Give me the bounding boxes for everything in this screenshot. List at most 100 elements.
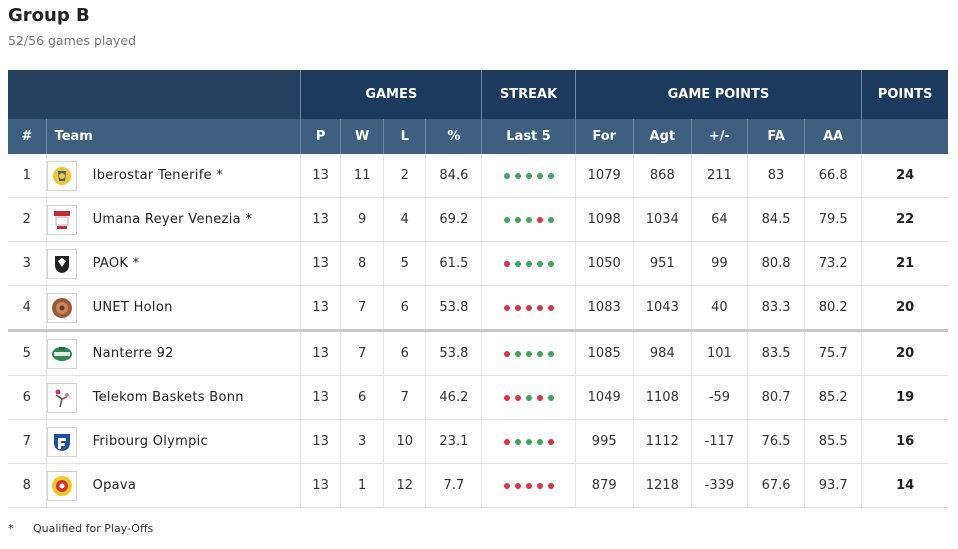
win-dot <box>536 439 543 445</box>
diff-cell: 211 <box>691 154 748 198</box>
streak-dots <box>503 483 554 489</box>
streak-dots <box>503 351 554 357</box>
loss-dot <box>503 395 510 401</box>
agt-cell: 868 <box>633 154 692 198</box>
pct-cell: 7.7 <box>425 463 483 508</box>
loss-dot <box>503 351 510 357</box>
group-header-game-points: GAME POINTS <box>574 70 862 119</box>
for-cell: 1085 <box>575 330 634 376</box>
table-row[interactable]: 5 Nanterre 92 13 7 6 53.8 1085 984 101 83.5 75.7 20 <box>8 330 948 376</box>
loss-dot <box>514 395 521 401</box>
aa-cell: 85.5 <box>804 419 863 464</box>
col-fa[interactable]: FA <box>747 119 806 154</box>
col-points[interactable] <box>861 119 948 154</box>
streak-dots <box>503 217 554 223</box>
team-name-link[interactable]: Iberostar Tenerife * <box>92 168 224 183</box>
streak-cell <box>481 419 576 464</box>
pct-cell: 84.6 <box>425 154 483 198</box>
col-agt[interactable]: Agt <box>633 119 692 154</box>
venezia-logo <box>46 204 77 235</box>
col-l[interactable]: L <box>383 119 427 154</box>
tenerife-logo <box>46 160 77 191</box>
table-row[interactable]: 3 PAOK * 13 8 5 61.5 1050 951 99 80.8 73.2 21 <box>8 241 948 286</box>
fa-cell: 67.6 <box>747 463 806 508</box>
team-cell[interactable]: Opava <box>46 463 302 508</box>
rank-cell: 2 <box>8 197 47 242</box>
losses-cell: 5 <box>383 241 427 286</box>
win-dot <box>525 395 532 401</box>
team-name-link[interactable]: UNET Holon <box>92 300 173 315</box>
header-blank <box>8 70 301 119</box>
win-dot <box>547 261 554 267</box>
team-name-link[interactable]: Nanterre 92 <box>92 346 174 361</box>
col-w[interactable]: W <box>340 119 385 154</box>
table-row[interactable]: 4 UNET Holon 13 7 6 53.8 1083 1043 40 83.3 80.2 20 <box>8 285 948 332</box>
losses-cell: 2 <box>383 154 427 198</box>
played-cell: 13 <box>300 330 342 376</box>
win-dot <box>547 351 554 357</box>
streak-cell <box>481 197 576 242</box>
streak-dots <box>503 261 554 267</box>
col-diff[interactable]: +/- <box>691 119 748 154</box>
col-for[interactable]: For <box>575 119 634 154</box>
team-cell[interactable]: PAOK * <box>46 241 302 286</box>
team-cell[interactable]: Telekom Baskets Bonn <box>46 375 302 420</box>
rank-cell: 6 <box>8 375 47 420</box>
pct-cell: 69.2 <box>425 197 483 242</box>
aa-cell: 75.7 <box>804 330 863 376</box>
team-cell[interactable]: Fribourg Olympic <box>46 419 302 464</box>
table-row[interactable]: 1 Iberostar Tenerife * 13 11 2 84.6 1079 868 211… <box>8 154 948 198</box>
team-name-link[interactable]: Fribourg Olympic <box>92 434 209 449</box>
col-rank[interactable]: # <box>8 119 47 154</box>
table-row[interactable]: 7 Fribourg Olympic 13 3 10 23.1 995 1112 -117 76.… <box>8 419 948 464</box>
loss-dot <box>503 305 510 311</box>
streak-dots <box>503 173 554 179</box>
holon-logo <box>46 292 77 323</box>
col-p[interactable]: P <box>300 119 342 154</box>
col-pct[interactable]: % <box>425 119 483 154</box>
team-name-link[interactable]: Opava <box>92 478 137 493</box>
wins-cell: 11 <box>340 154 385 198</box>
played-cell: 13 <box>300 154 342 198</box>
agt-cell: 1034 <box>633 197 692 242</box>
loss-dot <box>503 483 510 489</box>
table-row[interactable]: 2 Umana Reyer Venezia * 13 9 4 69.2 1098 1034 64… <box>8 197 948 242</box>
losses-cell: 7 <box>383 375 427 420</box>
wins-cell: 9 <box>340 197 385 242</box>
streak-dots <box>503 439 554 445</box>
table-row[interactable]: 6 Telekom Baskets Bonn 13 6 7 46.2 1049 1108 -59… <box>8 375 948 420</box>
rank-cell: 3 <box>8 241 47 286</box>
win-dot <box>547 173 554 179</box>
diff-cell: -117 <box>691 419 748 464</box>
col-aa[interactable]: AA <box>804 119 863 154</box>
table-row[interactable]: 8 Opava 13 1 12 7.7 879 1218 -339 67.6 93.7 14 <box>8 463 948 508</box>
team-cell[interactable]: Iberostar Tenerife * <box>46 154 302 198</box>
win-dot <box>547 217 554 223</box>
win-dot <box>514 173 521 179</box>
group-header-games: GAMES <box>300 70 482 119</box>
points-cell: 21 <box>861 241 948 286</box>
win-dot <box>525 173 532 179</box>
pct-cell: 46.2 <box>425 375 483 420</box>
streak-cell <box>481 154 576 198</box>
fa-cell: 84.5 <box>747 197 806 242</box>
team-name-link[interactable]: Umana Reyer Venezia * <box>92 212 253 227</box>
streak-cell <box>481 241 576 286</box>
win-dot <box>514 217 521 223</box>
points-cell: 16 <box>861 419 948 464</box>
col-team[interactable]: Team <box>46 119 302 154</box>
fa-cell: 83.3 <box>747 285 806 332</box>
team-cell[interactable]: Nanterre 92 <box>46 330 302 376</box>
team-cell[interactable]: UNET Holon <box>46 285 302 332</box>
streak-cell <box>481 285 576 332</box>
group-header-points: POINTS <box>861 70 948 119</box>
points-cell: 24 <box>861 154 948 198</box>
team-name-link[interactable]: Telekom Baskets Bonn <box>92 390 244 405</box>
team-name-link[interactable]: PAOK * <box>92 256 140 271</box>
win-dot <box>503 217 510 223</box>
win-dot <box>514 351 521 357</box>
team-cell[interactable]: Umana Reyer Venezia * <box>46 197 302 242</box>
fa-cell: 83 <box>747 154 806 198</box>
col-last5[interactable]: Last 5 <box>481 119 576 154</box>
points-cell: 14 <box>861 463 948 508</box>
